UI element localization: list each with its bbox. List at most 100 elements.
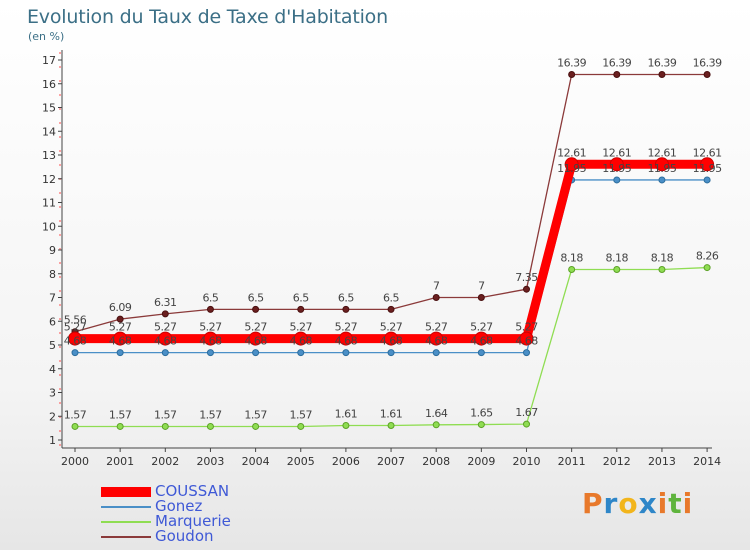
data-point <box>206 422 214 430</box>
data-point <box>432 421 440 429</box>
x-tick-label: 2007 <box>377 455 405 468</box>
data-point <box>384 331 399 346</box>
data-label: 6.5 <box>248 291 264 304</box>
data-point <box>342 305 350 313</box>
data-point <box>613 265 621 273</box>
data-label: 8.18 <box>606 251 629 264</box>
x-tick-label: 2003 <box>196 455 224 468</box>
data-point <box>523 420 530 428</box>
data-label: 5.27 <box>290 321 313 334</box>
y-tick-label: 5 <box>49 339 56 352</box>
logo-letter: r <box>603 487 619 520</box>
data-point <box>338 331 353 346</box>
data-label: 5.27 <box>335 321 358 334</box>
data-label: 16.39 <box>647 56 676 69</box>
data-label: 4.68 <box>290 335 313 348</box>
data-label: 12.61 <box>557 146 586 159</box>
data-label: 1.61 <box>335 408 358 421</box>
data-point <box>116 349 124 357</box>
data-point <box>703 264 711 272</box>
data-label: 5.27 <box>64 321 87 334</box>
data-label: 6.5 <box>383 291 399 304</box>
data-point <box>297 305 305 313</box>
y-tick-label: 12 <box>42 173 56 186</box>
data-label: 6.09 <box>109 301 132 314</box>
data-label: 8.18 <box>651 251 674 264</box>
data-label: 1.67 <box>515 406 538 419</box>
logo-letter: i <box>682 487 694 520</box>
data-point <box>432 349 440 357</box>
logo-letter: P <box>582 487 604 520</box>
y-tick-label: 4 <box>49 363 56 376</box>
x-tick-label: 2001 <box>106 455 134 468</box>
y-tick-label: 11 <box>42 197 56 210</box>
data-point <box>658 70 666 78</box>
data-point <box>113 331 128 346</box>
data-point <box>161 310 169 318</box>
data-point <box>432 294 440 301</box>
data-label: 5.27 <box>470 321 493 334</box>
data-label: 4.68 <box>335 335 358 348</box>
y-tick-label: 13 <box>42 149 56 162</box>
y-tick-label: 10 <box>42 220 56 233</box>
data-label: 11.95 <box>602 162 631 175</box>
data-label: 16.39 <box>557 56 586 69</box>
y-tick-label: 9 <box>49 244 56 257</box>
data-point <box>71 422 79 430</box>
data-point <box>658 265 666 273</box>
data-label: 4.68 <box>244 335 267 348</box>
data-point <box>703 176 711 184</box>
y-tick-label: 7 <box>49 292 56 305</box>
x-tick-label: 2006 <box>332 455 360 468</box>
data-point <box>519 331 534 346</box>
data-point <box>68 331 82 346</box>
data-label: 6.5 <box>293 291 309 304</box>
data-point <box>116 315 124 323</box>
data-point <box>703 70 711 78</box>
legend-label: Marquerie <box>155 512 231 530</box>
data-point <box>206 349 214 357</box>
data-label: 12.61 <box>602 146 631 159</box>
data-label: 11.95 <box>647 162 676 175</box>
data-label: 8.26 <box>696 250 719 263</box>
logo-letter: i <box>657 487 669 520</box>
data-point <box>609 157 624 172</box>
data-label: 16.39 <box>693 56 722 69</box>
data-label: 5.27 <box>154 321 177 334</box>
x-tick-label: 2000 <box>61 455 89 468</box>
data-label: 4.68 <box>470 335 493 348</box>
data-label: 1.64 <box>425 407 448 420</box>
data-point <box>252 422 260 430</box>
data-point <box>700 157 715 172</box>
data-point <box>523 349 530 357</box>
data-label: 11.95 <box>693 162 722 175</box>
data-label: 4.68 <box>199 335 222 348</box>
data-point <box>203 331 218 346</box>
data-point <box>654 157 669 172</box>
logo-letter: t <box>668 487 683 520</box>
data-point <box>387 422 395 430</box>
chart-title: Evolution du Taux de Taxe d'Habitation <box>27 6 388 28</box>
y-tick-label: 16 <box>42 78 56 91</box>
y-unit-label: (en %) <box>28 30 65 43</box>
x-tick-label: 2013 <box>648 455 676 468</box>
data-label: 6.5 <box>202 291 218 304</box>
data-point <box>71 349 79 357</box>
data-label: 1.57 <box>290 408 313 421</box>
data-label: 1.57 <box>64 408 87 421</box>
x-tick-label: 2004 <box>242 455 270 468</box>
data-point <box>252 305 260 313</box>
data-point <box>116 422 124 430</box>
data-label: 12.61 <box>693 146 722 159</box>
data-point <box>477 421 485 429</box>
data-label: 1.57 <box>154 408 177 421</box>
data-point <box>158 331 173 346</box>
data-point <box>568 70 576 78</box>
x-tick-label: 2009 <box>467 455 495 468</box>
data-point <box>613 70 621 78</box>
data-label: 8.18 <box>560 251 583 264</box>
legend-swatch <box>101 506 151 508</box>
y-tick-label: 17 <box>42 54 56 67</box>
